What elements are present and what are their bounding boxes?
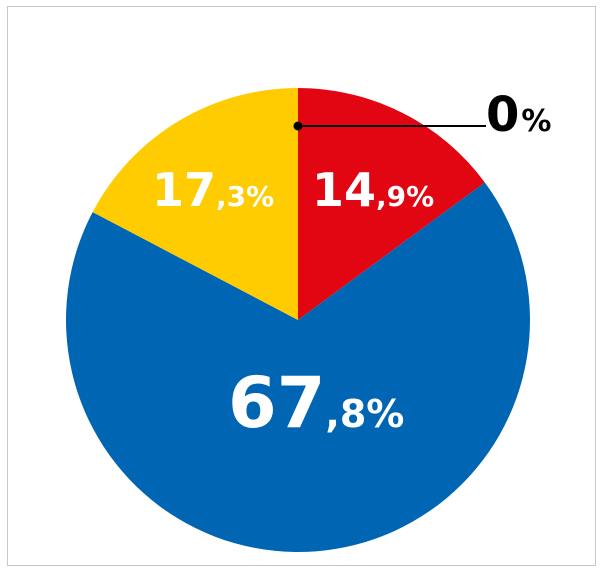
label-yellow-dec: ,3% xyxy=(216,180,274,213)
label-blue-int: 67 xyxy=(228,362,325,444)
pie-slice-3 xyxy=(92,88,298,320)
label-yellow: 17,3% xyxy=(152,163,274,217)
pie-slice-2 xyxy=(65,182,531,552)
pie-slice-1 xyxy=(298,88,485,320)
label-zero: 0% xyxy=(486,87,551,143)
label-blue-dec: ,8% xyxy=(325,392,404,436)
label-yellow-int: 17 xyxy=(152,163,216,217)
label-red: 14,9% xyxy=(312,163,434,217)
label-zero-int: 0 xyxy=(486,87,519,143)
label-red-int: 14 xyxy=(312,163,376,217)
zero-slice-leader-dot xyxy=(293,121,303,131)
pie-slices xyxy=(65,88,531,552)
label-blue: 67,8% xyxy=(228,362,404,444)
label-zero-dec: % xyxy=(521,104,551,139)
label-red-dec: ,9% xyxy=(376,180,434,213)
